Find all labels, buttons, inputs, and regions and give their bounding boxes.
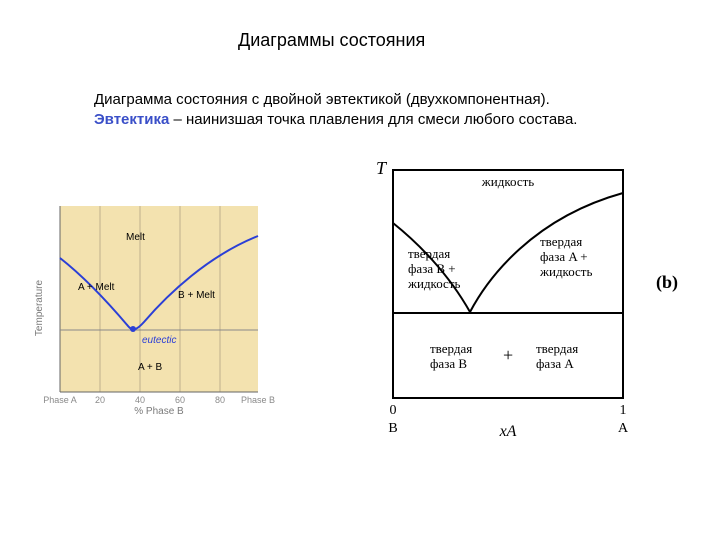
right-solidB-liquid-l1: твердая	[408, 246, 450, 261]
svg-text:40: 40	[135, 395, 145, 405]
svg-text:60: 60	[175, 395, 185, 405]
right-plus: +	[503, 345, 513, 365]
right-region-labels: жидкость твердая фаза B + жидкость тверд…	[407, 174, 592, 371]
para-line1: Диаграмма состояния с двойной эвтектикой…	[94, 91, 550, 108]
right-corner-0: 0	[390, 403, 397, 418]
right-phase-diagram: T xA 0 B 1 A (b) жидкость твердая фаза B…	[348, 158, 708, 453]
svg-text:20: 20	[95, 395, 105, 405]
right-corner-A: A	[618, 421, 629, 436]
eutectic-term: Эвтектика	[94, 111, 169, 128]
left-eutectic-label: eutectic	[142, 335, 176, 346]
right-solidA-l1: твердая	[536, 341, 578, 356]
right-solidA-liquid-l2: фаза A +	[540, 249, 588, 264]
left-x-ticks: Phase A 20 40 60 80 Phase B	[43, 395, 275, 405]
right-solidA-liquid-l3: жидкость	[539, 264, 592, 279]
right-solidB-liquid-l3: жидкость	[407, 276, 460, 291]
left-b-melt-label: B + Melt	[178, 290, 215, 301]
right-x-label: xA	[499, 423, 517, 440]
right-panel-label: (b)	[656, 272, 678, 293]
svg-text:Phase B: Phase B	[241, 395, 275, 405]
right-solidB-l2: фаза B	[430, 356, 467, 371]
left-a-melt-label: A + Melt	[78, 282, 115, 293]
right-solidA-l2: фаза A	[536, 356, 574, 371]
para-rest: – наинизшая точка плавления для смеси лю…	[169, 111, 577, 128]
page-title: Диаграммы состояния	[238, 30, 425, 51]
right-solidB-l1: твердая	[430, 341, 472, 356]
description-paragraph: Диаграмма состояния с двойной эвтектикой…	[94, 90, 654, 131]
right-y-label: T	[376, 158, 388, 178]
svg-text:80: 80	[215, 395, 225, 405]
left-y-label: Temperature	[34, 279, 45, 336]
right-solidA-liquid-l1: твердая	[540, 234, 582, 249]
left-phase-diagram: Temperature % Phase B Phase A 20 40 60 8…	[28, 198, 303, 416]
svg-text:Phase A: Phase A	[43, 395, 77, 405]
left-ab-label: A + B	[138, 362, 163, 373]
left-x-label: % Phase B	[134, 406, 184, 416]
right-corner-B: B	[388, 421, 397, 436]
right-solidB-liquid-l2: фаза B +	[408, 261, 456, 276]
right-liquid-label: жидкость	[481, 174, 534, 189]
right-corner-1: 1	[620, 403, 627, 418]
left-melt-label: Melt	[126, 232, 145, 243]
left-eutectic-point	[130, 326, 136, 332]
